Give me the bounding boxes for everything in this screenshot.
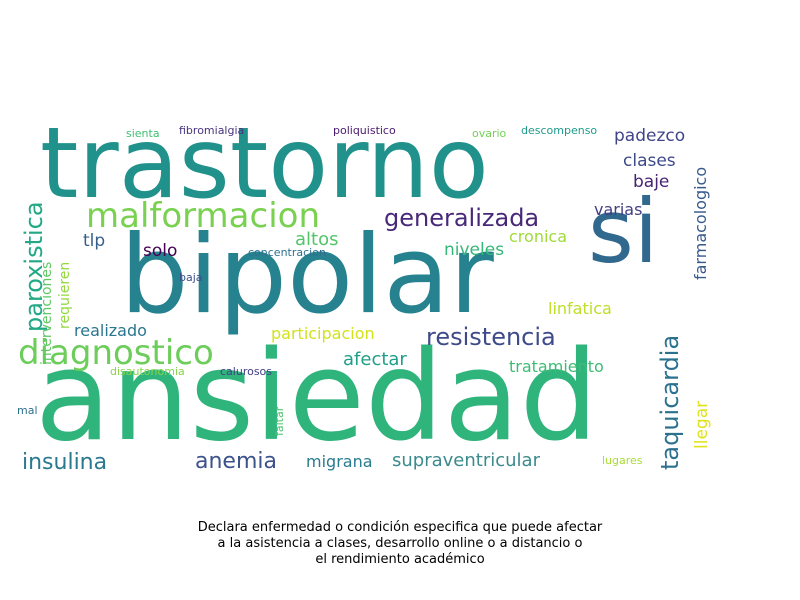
word-lugares: lugares bbox=[602, 454, 643, 467]
word-disautonomia: disautonomia bbox=[110, 365, 185, 378]
word-faltar: faltar bbox=[273, 406, 286, 436]
word-migrana: migrana bbox=[306, 452, 373, 471]
word-descompenso: descompenso bbox=[521, 124, 598, 137]
word-calurosos: calurosos bbox=[220, 365, 273, 378]
word-malformacion: malformacion bbox=[86, 196, 320, 236]
word-insulina: insulina bbox=[22, 450, 108, 475]
word-resistencia: resistencia bbox=[426, 323, 556, 351]
word-concentracion: concentracion bbox=[248, 246, 326, 259]
word-ansiedad: ansiedad bbox=[35, 325, 599, 469]
word-bipolar: bipolar bbox=[120, 213, 494, 338]
word-supraventricular: supraventricular bbox=[392, 450, 540, 471]
word-participacion: participacion bbox=[271, 324, 375, 343]
word-intervenciones: intervenciones bbox=[39, 261, 55, 365]
word-altos: altos bbox=[295, 229, 339, 250]
word-realizado: realizado bbox=[74, 321, 147, 340]
word-tratamiento: tratamiento bbox=[509, 357, 604, 376]
word-baja: baja bbox=[179, 271, 203, 284]
caption-line: a la asistencia a clases, desarrollo onl… bbox=[217, 536, 583, 551]
word-clases: clases bbox=[623, 151, 676, 171]
word-farmacologico: farmacologico bbox=[691, 166, 710, 280]
word-diagnostico: diagnostico bbox=[18, 333, 214, 373]
word-si: si bbox=[588, 180, 659, 283]
word-llegar: llegar bbox=[692, 400, 712, 449]
word-linfatica: linfatica bbox=[548, 299, 612, 318]
word-taquicardia: taquicardia bbox=[656, 334, 684, 470]
chart-caption: Declara enfermedad o condición especific… bbox=[150, 520, 650, 568]
word-poliquistico: poliquistico bbox=[333, 124, 396, 137]
word-generalizada: generalizada bbox=[384, 204, 540, 232]
word-baje: baje bbox=[633, 172, 670, 192]
word-anemia: anemia bbox=[195, 449, 277, 474]
word-niveles: niveles bbox=[444, 240, 505, 260]
word-ovario: ovario bbox=[472, 127, 507, 140]
word-requieren: requieren bbox=[57, 261, 73, 329]
caption-line: el rendimiento académico bbox=[315, 552, 485, 567]
word-fibromialgia: fibromialgia bbox=[179, 124, 245, 137]
word-cronica: cronica bbox=[509, 227, 567, 246]
caption-line: Declara enfermedad o condición especific… bbox=[197, 520, 603, 535]
word-mal: mal bbox=[17, 404, 38, 417]
word-trastorno: trastorno bbox=[40, 107, 489, 221]
word-afectar: afectar bbox=[343, 349, 407, 370]
word-solo: solo bbox=[143, 241, 178, 261]
word-sienta: sienta bbox=[126, 127, 160, 140]
word-padezco: padezco bbox=[614, 126, 686, 146]
word-varias: varias bbox=[594, 200, 643, 219]
word-tlp: tlp bbox=[83, 231, 106, 251]
